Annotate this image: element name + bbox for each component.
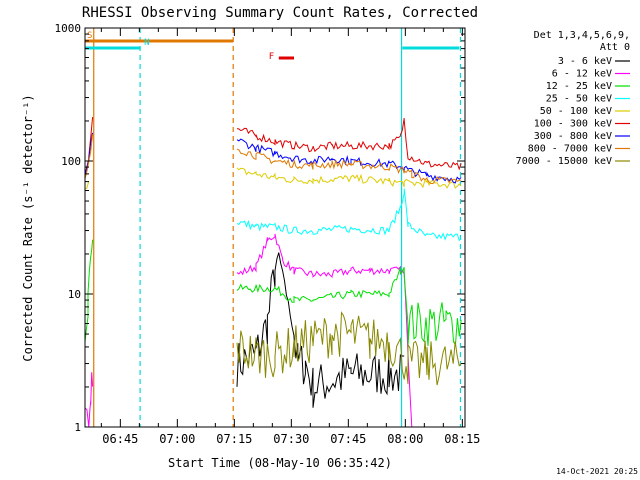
series-line-5 bbox=[84, 117, 462, 176]
x-tick-label-4: 07:45 bbox=[330, 432, 366, 446]
y-tick-label-0: 1 bbox=[74, 421, 81, 434]
axes: 06:45 07:00 07:15 07:30 07:45 08:00 08:15 1 10 10… bbox=[55, 22, 481, 446]
legend-label-6: 300 - 800 keV bbox=[534, 131, 612, 142]
y-tick-label-3: 1000 bbox=[55, 22, 82, 35]
legend-label-8: 7000 - 15000 keV bbox=[516, 156, 612, 167]
chart-title: RHESSI Observing Summary Count Rates, Co… bbox=[82, 5, 478, 21]
legend-label-5: 100 - 300 keV bbox=[534, 119, 612, 130]
x-axis-label: Start Time (08-May-10 06:35:42) bbox=[168, 456, 392, 470]
series-line-8 bbox=[236, 311, 462, 386]
x-tick-label-5: 08:00 bbox=[387, 432, 423, 446]
series-line-4 bbox=[84, 167, 462, 190]
y-axis-label: Corrected Count Rate (s⁻¹ detector⁻¹) bbox=[21, 94, 35, 361]
legend-label-4: 50 - 100 keV bbox=[540, 106, 612, 117]
x-tick-label-0: 06:45 bbox=[102, 432, 138, 446]
x-tick-label-3: 07:30 bbox=[273, 432, 309, 446]
x-tick-label-2: 07:15 bbox=[216, 432, 252, 446]
series-line-1 bbox=[84, 233, 413, 428]
legend-label-7: 800 - 7000 keV bbox=[528, 144, 612, 155]
legend-header-line-2: Att 0 bbox=[600, 42, 630, 53]
legend-header: Det 1,3,4,5,6,9, Att 0 bbox=[534, 30, 630, 53]
x-tick-label-6: 08:15 bbox=[444, 432, 480, 446]
series-line-0 bbox=[236, 252, 405, 408]
series-line-6 bbox=[84, 132, 462, 184]
legend-header-line-1: Det 1,3,4,5,6,9, bbox=[534, 30, 630, 41]
y-tick-label-2: 100 bbox=[61, 155, 81, 168]
series-line-7 bbox=[84, 134, 462, 184]
legend-label-2: 12 - 25 keV bbox=[546, 81, 612, 92]
plot-area: S N F bbox=[84, 28, 462, 428]
flag-label-f: F bbox=[269, 52, 274, 62]
legend-label-3: 25 - 50 keV bbox=[546, 94, 612, 105]
series-line-2 bbox=[84, 239, 462, 347]
flag-label-n: N bbox=[144, 38, 149, 48]
legend-label-1: 6 - 12 keV bbox=[552, 69, 612, 80]
timestamp: 14-Oct-2021 20:25 bbox=[556, 467, 638, 476]
legend-label-0: 3 - 6 keV bbox=[558, 56, 612, 67]
series-line-3 bbox=[236, 188, 462, 242]
x-tick-label-1: 07:00 bbox=[159, 432, 195, 446]
y-tick-label-1: 10 bbox=[68, 288, 81, 301]
plot-frame bbox=[84, 27, 466, 428]
flag-label-s: S bbox=[87, 31, 92, 41]
